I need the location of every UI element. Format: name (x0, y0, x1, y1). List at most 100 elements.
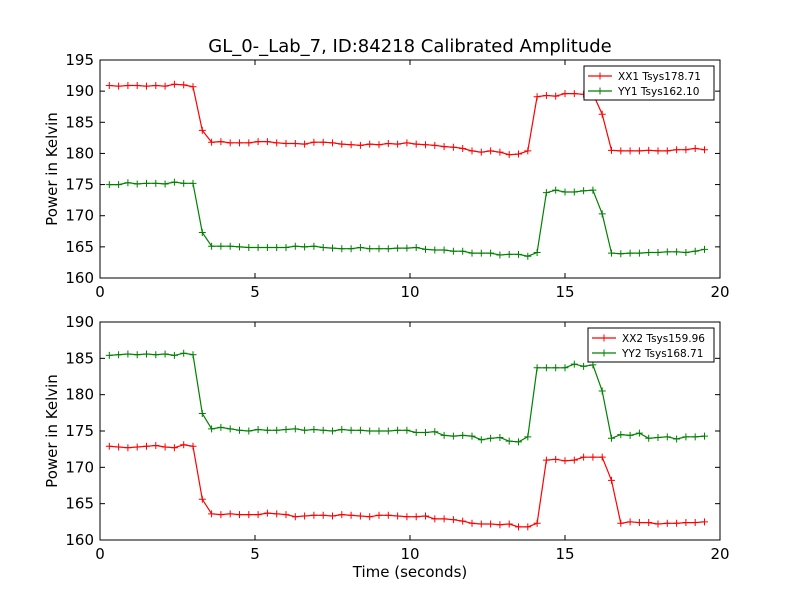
x-tick-label: 5 (250, 545, 260, 563)
data-point (589, 186, 597, 194)
data-point (319, 426, 327, 434)
y-tick-label: 180 (65, 386, 94, 404)
data-point (180, 179, 188, 187)
data-point (329, 512, 336, 520)
data-point (198, 229, 206, 237)
data-point (180, 349, 188, 357)
x-axis-label: Time (seconds) (352, 563, 468, 581)
legend-label: YY2 Tsys168.71 (621, 348, 703, 360)
data-point (468, 432, 476, 440)
data-point (236, 511, 243, 519)
data-point (170, 178, 178, 186)
data-point (198, 410, 206, 418)
y-tick-label: 180 (65, 144, 94, 162)
data-point (366, 245, 374, 253)
data-point (291, 513, 299, 521)
data-point (608, 249, 615, 257)
data-point (608, 434, 615, 442)
data-point (152, 179, 160, 187)
data-point (254, 138, 262, 146)
data-point (431, 428, 439, 436)
data-point (561, 90, 569, 98)
data-point (552, 364, 560, 372)
data-point (338, 426, 346, 434)
data-point (496, 434, 504, 442)
data-point (319, 243, 327, 251)
data-point (115, 351, 123, 359)
data-point (542, 456, 550, 464)
data-point (291, 242, 299, 250)
series-yy2 (105, 349, 708, 446)
data-point (170, 351, 178, 359)
data-point (310, 138, 318, 146)
data-point (589, 453, 597, 461)
x-tick-label: 10 (400, 283, 419, 301)
data-point (273, 426, 281, 434)
data-point (598, 210, 606, 218)
data-point (533, 93, 541, 101)
data-point (691, 144, 699, 152)
data-point (673, 248, 681, 256)
data-point (654, 248, 662, 256)
data-point (161, 443, 169, 451)
data-point (347, 245, 355, 253)
data-point (356, 141, 364, 149)
data-point (505, 250, 513, 258)
data-point (273, 510, 281, 518)
data-point (217, 511, 225, 519)
data-point (301, 140, 309, 148)
y-axis-label: Power in Kelvin (43, 112, 61, 226)
data-point (329, 427, 336, 435)
data-point (133, 351, 141, 359)
data-point (412, 513, 420, 521)
data-point (412, 243, 420, 251)
data-point (515, 150, 522, 158)
data-point (208, 425, 216, 433)
data-point (682, 146, 690, 154)
data-point (533, 248, 541, 256)
data-point (394, 140, 402, 148)
data-point (105, 82, 113, 90)
data-point (459, 247, 467, 255)
data-point (115, 82, 123, 90)
data-point (580, 453, 588, 461)
data-point (524, 523, 532, 531)
y-tick-label: 185 (65, 113, 94, 131)
data-point (347, 426, 355, 434)
data-point (608, 146, 615, 154)
data-point (347, 511, 355, 519)
data-point (189, 442, 197, 450)
y-tick-label: 165 (65, 495, 94, 513)
data-point (282, 243, 290, 251)
data-point (245, 511, 253, 519)
data-point (691, 247, 699, 255)
data-point (701, 518, 708, 526)
data-point (403, 244, 411, 252)
data-point (468, 519, 476, 527)
data-point (505, 520, 513, 528)
data-point (570, 188, 578, 196)
y-tick-label: 170 (65, 458, 94, 476)
data-point (487, 434, 495, 442)
data-point (552, 455, 560, 463)
data-point (449, 432, 457, 440)
data-point (422, 141, 429, 149)
data-point (133, 443, 141, 451)
data-point (580, 187, 588, 195)
data-point (189, 351, 197, 359)
data-point (459, 431, 467, 439)
data-point (226, 510, 234, 518)
y-tick-label: 190 (65, 82, 94, 100)
data-point (143, 350, 150, 358)
data-point (263, 426, 271, 434)
x-tick-label: 0 (95, 545, 105, 563)
data-point (663, 519, 671, 527)
data-point (170, 444, 178, 452)
data-point (487, 520, 495, 528)
data-point (701, 146, 708, 154)
data-point (329, 139, 336, 147)
y-tick-label: 175 (65, 176, 94, 194)
legend-marker (596, 72, 604, 80)
data-point (663, 248, 671, 256)
data-point (626, 431, 634, 439)
